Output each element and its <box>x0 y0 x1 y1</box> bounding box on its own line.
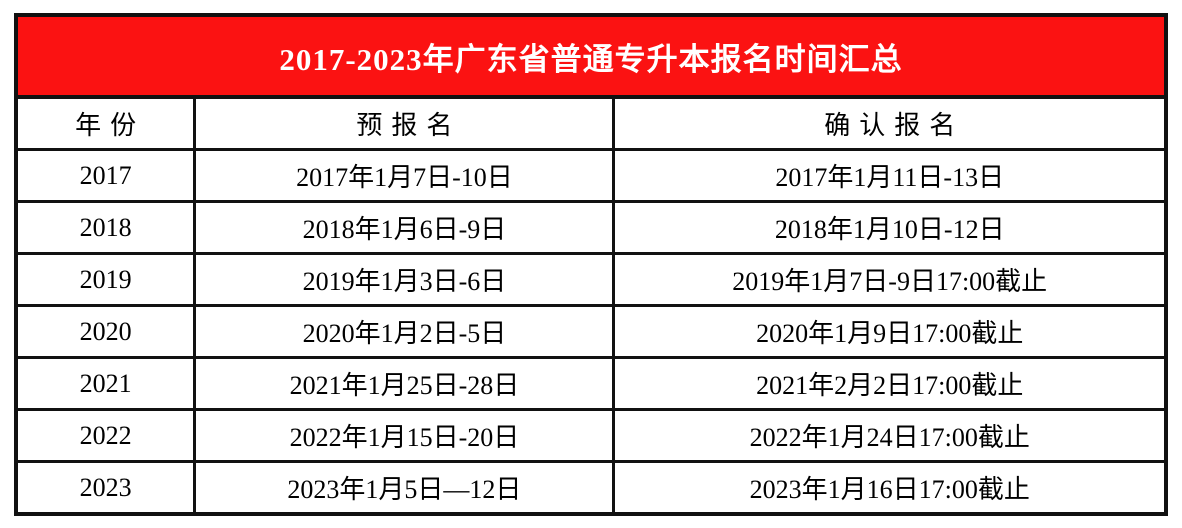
confirm-registration-cell: 2020年1月9日17:00截止 <box>612 304 1168 359</box>
year-cell: 2021 <box>14 356 197 411</box>
table-row: 2019 2019年1月3日-6日 2019年1月7日-9日17:00截止 <box>14 252 1168 307</box>
year-cell: 2018 <box>14 200 197 255</box>
year-cell: 2023 <box>14 460 197 516</box>
confirm-registration-cell: 2019年1月7日-9日17:00截止 <box>612 252 1168 307</box>
confirm-registration-cell: 2021年2月2日17:00截止 <box>612 356 1168 411</box>
column-header-confirm-registration: 确认报名 <box>612 95 1168 151</box>
pre-registration-cell: 2019年1月3日-6日 <box>193 252 616 307</box>
confirm-registration-cell: 2018年1月10日-12日 <box>612 200 1168 255</box>
confirm-registration-cell: 2022年1月24日17:00截止 <box>612 408 1168 463</box>
table-row: 2017 2017年1月7日-10日 2017年1月11日-13日 <box>14 148 1168 203</box>
table-title-banner: 2017-2023年广东省普通专升本报名时间汇总 <box>14 13 1168 99</box>
registration-schedule-table-wrap: 2017-2023年广东省普通专升本报名时间汇总 年份 预报名 确认报名 201… <box>14 13 1168 516</box>
title-banner-row: 2017-2023年广东省普通专升本报名时间汇总 <box>14 13 1168 99</box>
column-header-pre-registration: 预报名 <box>193 95 616 151</box>
header-row: 年份 预报名 确认报名 <box>14 95 1168 151</box>
table-row: 2021 2021年1月25日-28日 2021年2月2日17:00截止 <box>14 356 1168 411</box>
pre-registration-cell: 2018年1月6日-9日 <box>193 200 616 255</box>
table-row: 2018 2018年1月6日-9日 2018年1月10日-12日 <box>14 200 1168 255</box>
confirm-registration-cell: 2017年1月11日-13日 <box>612 148 1168 203</box>
pre-registration-cell: 2021年1月25日-28日 <box>193 356 616 411</box>
table-row: 2020 2020年1月2日-5日 2020年1月9日17:00截止 <box>14 304 1168 359</box>
pre-registration-cell: 2022年1月15日-20日 <box>193 408 616 463</box>
year-cell: 2020 <box>14 304 197 359</box>
year-cell: 2022 <box>14 408 197 463</box>
pre-registration-cell: 2020年1月2日-5日 <box>193 304 616 359</box>
table-row: 2022 2022年1月15日-20日 2022年1月24日17:00截止 <box>14 408 1168 463</box>
pre-registration-cell: 2017年1月7日-10日 <box>193 148 616 203</box>
year-cell: 2019 <box>14 252 197 307</box>
registration-schedule-table: 2017-2023年广东省普通专升本报名时间汇总 年份 预报名 确认报名 201… <box>14 13 1168 516</box>
confirm-registration-cell: 2023年1月16日17:00截止 <box>612 460 1168 516</box>
year-cell: 2017 <box>14 148 197 203</box>
column-header-year: 年份 <box>14 95 197 151</box>
table-row: 2023 2023年1月5日—12日 2023年1月16日17:00截止 <box>14 460 1168 516</box>
pre-registration-cell: 2023年1月5日—12日 <box>193 460 616 516</box>
